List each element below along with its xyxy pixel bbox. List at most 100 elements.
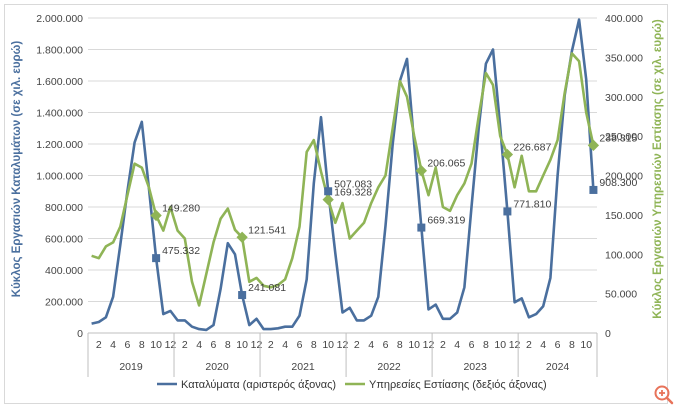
food-services-marker — [322, 193, 334, 206]
right-tick-label: 200.000 — [605, 171, 643, 183]
x-month-tick-label: 8 — [311, 339, 317, 351]
x-month-tick-label: 8 — [225, 339, 231, 351]
food-services-marker — [150, 209, 162, 222]
right-tick-label: 0 — [605, 328, 611, 340]
x-month-tick-label: 2 — [96, 339, 102, 351]
x-month-tick-label: 2 — [268, 339, 274, 351]
left-tick-label: 1.600.000 — [36, 76, 83, 88]
food-services-marker — [415, 165, 428, 177]
food-services-marker — [501, 148, 514, 161]
x-month-tick-label: 12 — [337, 339, 349, 351]
right-tick-label: 50.000 — [605, 289, 637, 301]
left-tick-label: 1.000.000 — [36, 171, 83, 183]
right-tick-label: 250.000 — [605, 131, 643, 143]
x-month-tick-label: 4 — [110, 339, 116, 351]
accommodation-marker — [152, 254, 161, 263]
right-tick-label: 150.000 — [605, 210, 643, 222]
zoom-in-icon — [654, 385, 674, 405]
x-year-label: 2024 — [546, 361, 570, 373]
x-month-tick-label: 6 — [125, 339, 131, 351]
x-year-label: 2019 — [119, 361, 143, 373]
left-tick-label: 200.000 — [45, 297, 83, 309]
zoom-button[interactable] — [652, 383, 676, 407]
data-label: 149.280 — [162, 202, 200, 214]
series-lines — [91, 18, 595, 332]
x-month-tick-label: 12 — [509, 339, 521, 351]
x-year-label: 2022 — [377, 361, 401, 373]
chart-border — [4, 4, 668, 404]
left-tick-label: 600.000 — [45, 234, 83, 246]
data-label: 238.315 — [599, 132, 637, 144]
left-axis-ticks: 0 200.000 400.000 600.000 800.000 1.000.000 1.… — [36, 13, 83, 340]
legend-label-accommodation: Καταλύματα (αριστερός άξονας) — [181, 379, 336, 391]
data-label: 669.319 — [427, 215, 465, 227]
x-month-tick-label: 4 — [196, 339, 202, 351]
data-label: 507.083 — [334, 178, 372, 190]
left-axis-title: Κύκλος Εργασιών Καταλυμάτων (σε χιλ. ευρ… — [11, 41, 23, 298]
data-label: 169.328 — [334, 187, 372, 199]
data-label: 121.541 — [248, 224, 286, 236]
food-services-marker — [236, 231, 248, 243]
right-tick-label: 400.000 — [605, 13, 643, 25]
left-tick-label: 400.000 — [45, 265, 83, 277]
x-month-tick-label: 8 — [569, 339, 575, 351]
left-tick-label: 1.400.000 — [36, 108, 83, 120]
x-month-tick-label: 6 — [555, 339, 561, 351]
food-services-marker — [587, 139, 600, 151]
data-label: 226.687 — [513, 141, 551, 153]
x-month-tick-label: 2 — [526, 339, 532, 351]
x-month-tick-label: 4 — [368, 339, 374, 351]
data-label: 771.810 — [513, 198, 551, 210]
x-month-tick-label: 6 — [211, 339, 217, 351]
x-month-tick-label: 4 — [540, 339, 546, 351]
left-tick-label: 0 — [77, 328, 83, 340]
x-month-tick-label: 2 — [354, 339, 360, 351]
data-label: 908.300 — [599, 177, 637, 189]
legend: Καταλύματα (αριστερός άξονας) Υπηρεσίες … — [157, 379, 547, 391]
x-month-tick-label: 6 — [469, 339, 475, 351]
x-month-tick-label: 2 — [440, 339, 446, 351]
x-month-tick-label: 12 — [165, 339, 177, 351]
accommodation-marker — [503, 207, 512, 216]
left-tick-label: 800.000 — [45, 202, 83, 214]
right-tick-label: 300.000 — [605, 92, 643, 104]
right-axis-title: Κύκλος Εργασιών Υπηρεσιών Εστίασης (σε χ… — [652, 19, 664, 319]
x-month-tick-label: 8 — [139, 339, 145, 351]
gridlines — [88, 17, 597, 334]
x-month-tick-label: 10 — [236, 339, 248, 351]
series-markers — [150, 139, 600, 300]
x-month-tick-label: 10 — [408, 339, 420, 351]
data-label: 241.081 — [248, 282, 286, 294]
x-month-tick-label: 4 — [282, 339, 288, 351]
data-label: 475.332 — [162, 245, 200, 257]
series-line-accommodation — [91, 18, 595, 332]
x-month-tick-label: 10 — [494, 339, 506, 351]
x-year-label: 2021 — [291, 361, 315, 373]
x-month-tick-label: 10 — [150, 339, 162, 351]
right-tick-label: 100.000 — [605, 249, 643, 261]
legend-label-food-services: Υπηρεσίες Εστίασης (δεξιός άξονας) — [369, 379, 547, 391]
accommodation-marker — [238, 291, 247, 300]
left-tick-label: 1.800.000 — [36, 45, 83, 57]
accommodation-marker — [417, 223, 426, 232]
x-month-tick-label: 4 — [454, 339, 460, 351]
x-year-label: 2023 — [463, 361, 487, 373]
x-month-tick-label: 6 — [383, 339, 389, 351]
right-axis-ticks: 0 50.000 100.000 150.000 200.000 250.000 300.0… — [605, 13, 643, 340]
accommodation-marker — [589, 185, 598, 194]
x-month-tick-label: 8 — [397, 339, 403, 351]
x-month-tick-label: 10 — [322, 339, 334, 351]
x-month-tick-label: 12 — [251, 339, 263, 351]
accommodation-marker — [324, 187, 333, 196]
x-month-tick-label: 8 — [483, 339, 489, 351]
x-month-tick-label: 2 — [182, 339, 188, 351]
left-tick-label: 2.000.000 — [36, 13, 83, 25]
right-tick-label: 350.000 — [605, 52, 643, 64]
x-month-tick-label: 10 — [580, 339, 592, 351]
x-month-tick-label: 12 — [423, 339, 435, 351]
x-month-tick-label: 6 — [297, 339, 303, 351]
data-labels: 149.280 121.541 169.328 206.065 226.687 238.3… — [162, 132, 637, 294]
